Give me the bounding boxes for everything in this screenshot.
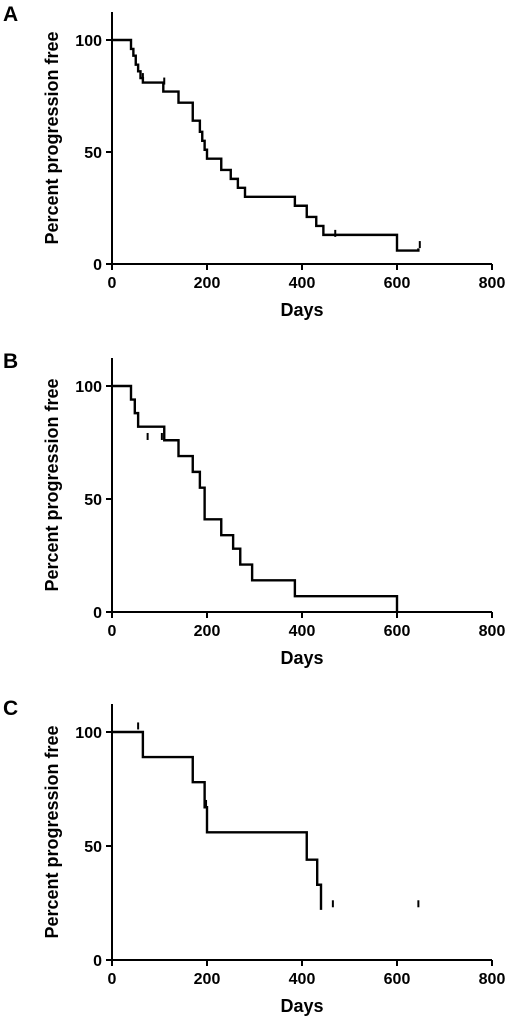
y-axis-title: Percent progression free bbox=[42, 31, 62, 244]
y-tick-label: 0 bbox=[93, 953, 102, 970]
x-tick-label: 600 bbox=[384, 275, 411, 292]
y-tick-label: 100 bbox=[75, 33, 102, 50]
x-axis-title: Days bbox=[280, 648, 323, 668]
x-tick-label: 0 bbox=[108, 623, 117, 640]
x-tick-label: 600 bbox=[384, 971, 411, 988]
panel-letter-c: C bbox=[3, 697, 19, 720]
x-tick-label: 0 bbox=[108, 971, 117, 988]
panel-letter-b: B bbox=[3, 350, 19, 373]
y-tick-label: 50 bbox=[84, 839, 102, 856]
y-tick-label: 50 bbox=[84, 145, 102, 162]
x-tick-label: 400 bbox=[289, 623, 316, 640]
x-tick-label: 0 bbox=[108, 275, 117, 292]
x-tick-label: 800 bbox=[479, 971, 506, 988]
y-tick-label: 100 bbox=[75, 725, 102, 742]
x-tick-label: 400 bbox=[289, 971, 316, 988]
y-tick-label: 0 bbox=[93, 605, 102, 622]
x-tick-label: 200 bbox=[194, 623, 221, 640]
y-tick-label: 0 bbox=[93, 257, 102, 274]
km-chart-b: 0 200 400 600 800 0 50 100 Days Percent progressi… bbox=[42, 358, 505, 668]
y-axis-title: Percent progression free bbox=[42, 378, 62, 591]
x-axis-title: Days bbox=[280, 996, 323, 1016]
km-step-line bbox=[112, 38, 420, 252]
x-tick-label: 600 bbox=[384, 623, 411, 640]
km-chart-a: 0 200 400 600 800 0 50 100 Days Percent progressi… bbox=[42, 12, 505, 320]
x-tick-label: 400 bbox=[289, 275, 316, 292]
x-tick-label: 200 bbox=[194, 275, 221, 292]
x-tick-label: 800 bbox=[479, 623, 506, 640]
x-tick-label: 200 bbox=[194, 971, 221, 988]
km-step-line bbox=[112, 384, 399, 612]
km-step-line bbox=[112, 730, 323, 910]
y-tick-label: 100 bbox=[75, 379, 102, 396]
km-chart-c: 0 200 400 600 800 0 50 100 Days Percent progressi… bbox=[42, 704, 505, 1016]
x-tick-label: 800 bbox=[479, 275, 506, 292]
panel-letter-a: A bbox=[3, 3, 19, 26]
x-axis-title: Days bbox=[280, 300, 323, 320]
y-axis-title: Percent progression free bbox=[42, 725, 62, 938]
y-tick-label: 50 bbox=[84, 492, 102, 509]
